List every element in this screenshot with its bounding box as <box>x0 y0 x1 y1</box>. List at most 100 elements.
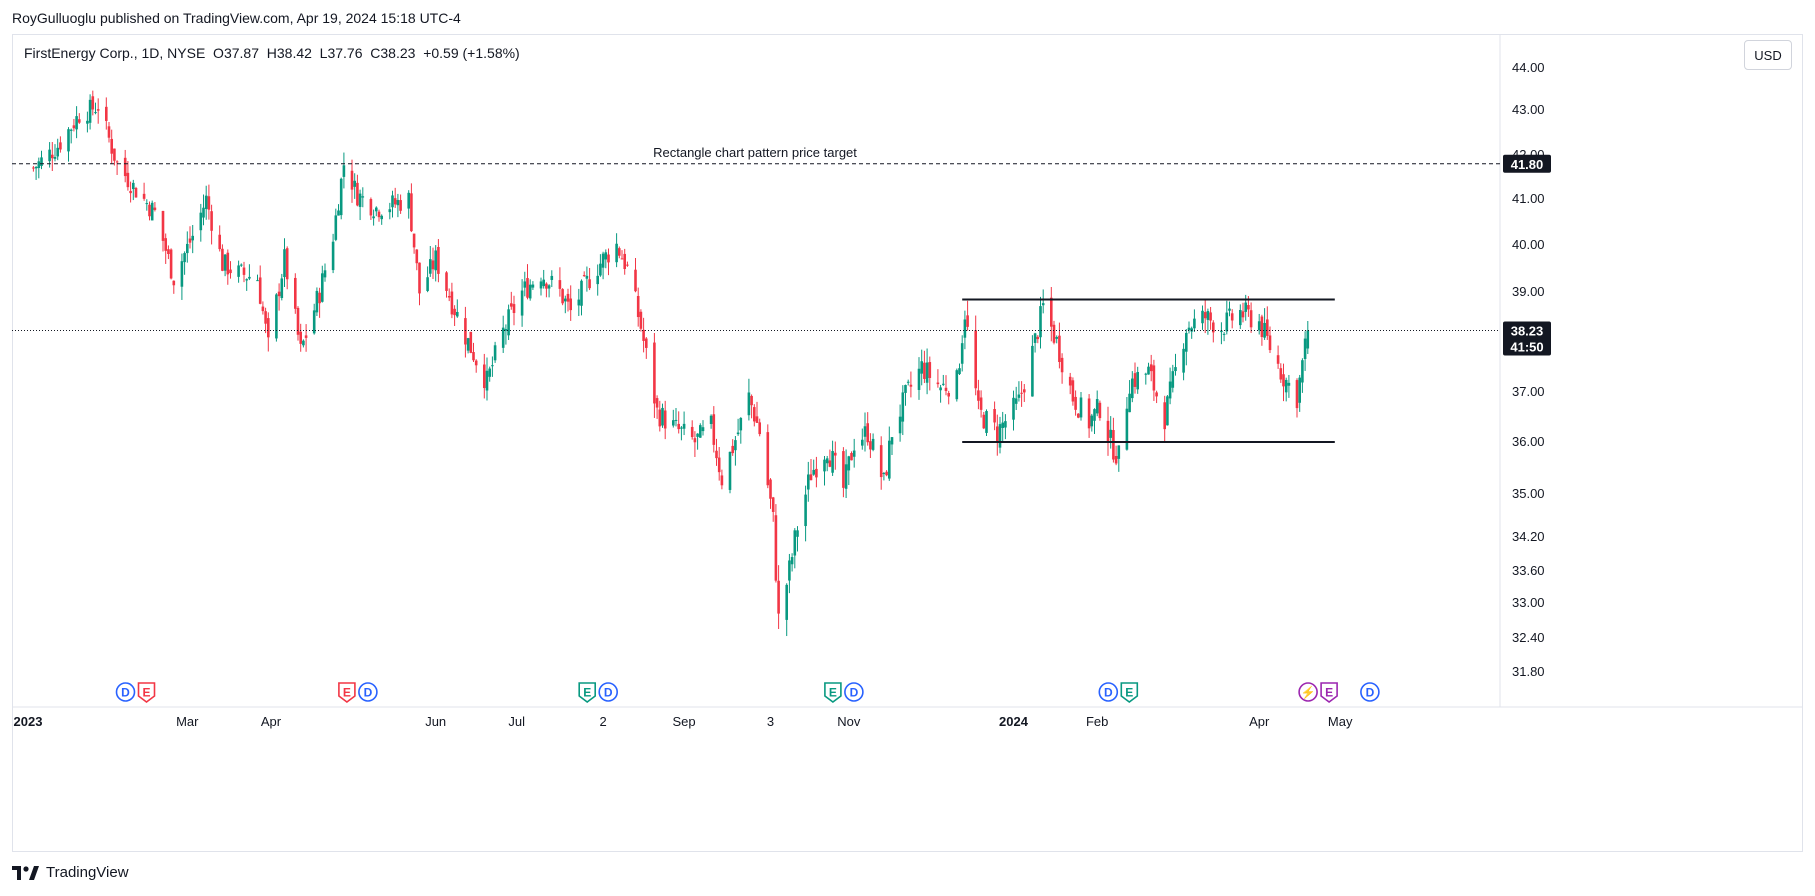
candle-body <box>944 387 948 392</box>
candle-body <box>588 279 591 289</box>
dividend-event-icon <box>1098 682 1119 702</box>
x-tick-label: 2023 <box>14 714 43 729</box>
candle-body <box>906 381 910 383</box>
candle-body <box>1174 367 1177 372</box>
candle-body <box>161 210 165 241</box>
candle-body <box>1131 378 1134 399</box>
symbol-info-line[interactable]: FirstEnergy Corp., 1D, NYSE O37.87 H38.4… <box>24 45 520 61</box>
dividend-event-icon <box>598 682 619 702</box>
candle-body <box>925 362 929 383</box>
candle-body <box>1001 422 1004 428</box>
candle-body <box>634 269 637 292</box>
candle-body <box>542 279 545 287</box>
currency-button[interactable]: USD <box>1744 40 1792 70</box>
candle-body <box>1114 456 1118 464</box>
candle-body <box>1225 312 1229 332</box>
y-tick-label: 43.00 <box>1512 102 1545 117</box>
candle-body <box>1239 309 1242 326</box>
candle-body <box>323 270 327 278</box>
candle-body <box>1090 415 1094 427</box>
candle-body <box>923 362 926 379</box>
candle-body <box>1077 413 1080 418</box>
tradingview-logo[interactable]: TradingView <box>12 864 129 881</box>
candle-body <box>736 432 740 435</box>
candle-body <box>466 338 470 351</box>
candle-body <box>793 530 797 556</box>
candle-body <box>237 265 240 277</box>
candle-body <box>1185 332 1188 352</box>
candle-body <box>1087 398 1091 429</box>
candle-body <box>1033 333 1037 343</box>
dividend-event-icon <box>1360 682 1380 702</box>
candle-body <box>456 311 459 317</box>
dividend-event-icon-glyph: D <box>1104 686 1113 700</box>
candle-body <box>51 154 54 159</box>
y-tick-label: 36.00 <box>1512 434 1545 449</box>
candle-body <box>1144 373 1148 375</box>
price-target-tag <box>1503 154 1551 173</box>
dividend-event-icon <box>115 682 136 702</box>
candle-body <box>191 235 194 241</box>
candle-body <box>483 364 486 389</box>
earnings-event-icon <box>338 682 356 703</box>
price-target-tag-label: 41.80 <box>1511 157 1544 172</box>
y-tick-label: 34.20 <box>1512 529 1545 544</box>
earnings-event-icon-glyph: E <box>1325 686 1333 700</box>
last-price-tag <box>1503 321 1551 356</box>
candle-body <box>1241 311 1245 318</box>
candle-body <box>1149 364 1153 372</box>
candle-body <box>601 253 605 268</box>
candle-body <box>318 292 321 304</box>
candle-body <box>1020 392 1023 394</box>
candle-body <box>115 161 119 163</box>
candle-body <box>604 252 608 260</box>
dividend-event-icon-glyph: D <box>604 686 613 700</box>
candle-body <box>1206 311 1210 320</box>
candle-body <box>350 170 354 190</box>
candle-body <box>755 416 759 423</box>
candle-body <box>750 395 753 406</box>
candle-body <box>396 200 400 206</box>
candle-body <box>223 254 227 271</box>
x-tick-label: 2 <box>599 714 606 729</box>
candle-body <box>882 473 886 475</box>
bar-countdown-label: 41:50 <box>1510 340 1543 355</box>
candle-body <box>1260 316 1264 338</box>
earnings-event-icon <box>137 682 156 703</box>
candle-body <box>879 445 883 478</box>
candle-body <box>1303 338 1307 360</box>
candle-body <box>188 238 192 243</box>
candle-body <box>1268 335 1272 351</box>
x-tick-label: Jun <box>425 714 446 729</box>
candle-body <box>674 419 678 421</box>
dividend-event-icon <box>358 682 378 702</box>
candle-body <box>450 291 454 315</box>
candle-body <box>53 156 57 159</box>
x-tick-label: Feb <box>1086 714 1108 729</box>
candle-body <box>850 452 853 461</box>
candle-body <box>1060 357 1064 373</box>
candle-body <box>653 342 656 404</box>
candle-body <box>645 338 648 348</box>
y-tick-label: 33.00 <box>1512 595 1545 610</box>
candle-body <box>388 209 392 213</box>
candle-body <box>1168 381 1172 399</box>
earnings-event-icon <box>578 682 596 703</box>
candle-body <box>105 106 108 121</box>
candle-body <box>464 318 467 345</box>
candle-body <box>169 249 173 279</box>
earnings-event-icon <box>824 682 842 703</box>
candle-body <box>426 277 429 291</box>
x-tick-label: May <box>1328 714 1353 729</box>
candle-body <box>1117 445 1121 459</box>
candle-body <box>342 165 346 177</box>
candle-body <box>283 249 286 278</box>
candle-body <box>774 515 778 581</box>
candle-body <box>261 306 265 312</box>
candle-body <box>1147 366 1150 375</box>
candle-body <box>474 360 478 366</box>
candle-body <box>890 437 894 445</box>
tradingview-logo-text: TradingView <box>46 864 129 881</box>
earnings-event-icon-glyph: E <box>829 686 837 700</box>
